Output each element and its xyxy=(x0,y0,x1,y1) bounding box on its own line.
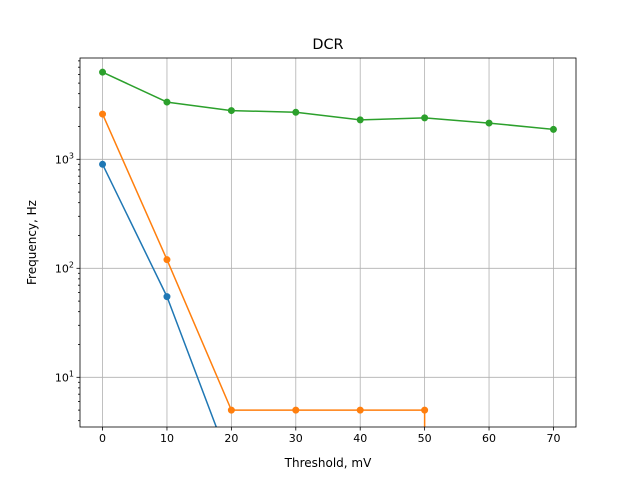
y-tick-label: 101 xyxy=(55,369,74,384)
data-point xyxy=(227,406,235,414)
y-axis-ticks: 101 102 103 xyxy=(55,60,80,422)
data-point xyxy=(549,125,557,133)
chart-title: DCR xyxy=(312,37,343,53)
series-3 xyxy=(99,68,557,133)
data-point xyxy=(356,406,364,414)
series-layer xyxy=(99,68,557,427)
x-tick-label: 30 xyxy=(289,432,303,445)
y-tick-label: 102 xyxy=(55,260,74,275)
data-point xyxy=(99,68,107,76)
y-tick-label: 103 xyxy=(55,151,74,166)
x-tick-label: 10 xyxy=(160,432,174,445)
data-point xyxy=(227,107,235,115)
x-tick-label: 40 xyxy=(353,432,367,445)
x-tick-label: 60 xyxy=(482,432,496,445)
series-1 xyxy=(99,160,218,427)
data-point xyxy=(163,256,171,264)
data-point xyxy=(485,119,493,127)
x-tick-label: 0 xyxy=(99,432,106,445)
series-line xyxy=(101,113,426,427)
data-point xyxy=(163,98,171,106)
data-point xyxy=(99,160,107,168)
data-point xyxy=(356,116,364,124)
data-point xyxy=(421,406,429,414)
grid xyxy=(80,58,576,427)
data-point xyxy=(421,114,429,122)
data-point xyxy=(163,293,171,301)
plot-frame xyxy=(79,57,577,428)
series-2 xyxy=(99,110,429,427)
data-point xyxy=(292,406,300,414)
y-axis-label: Frequency, Hz xyxy=(25,200,39,285)
x-tick-label: 70 xyxy=(546,432,560,445)
x-tick-label: 20 xyxy=(224,432,238,445)
data-point xyxy=(99,110,107,118)
x-tick-label: 50 xyxy=(418,432,432,445)
series-line xyxy=(102,71,554,131)
x-axis-ticks: 0 10 20 30 40 50 60 70 xyxy=(99,427,560,445)
data-point xyxy=(292,108,300,116)
x-axis-label: Threshold, mV xyxy=(284,456,372,470)
